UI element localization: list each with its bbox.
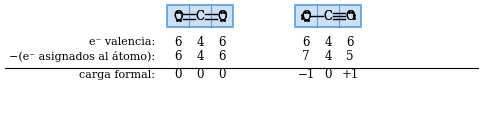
Text: carga formal:: carga formal: (79, 70, 155, 80)
Text: 6: 6 (346, 36, 354, 49)
Text: 6: 6 (174, 36, 182, 49)
Text: 4: 4 (196, 51, 204, 64)
Text: 7: 7 (302, 51, 310, 64)
Text: O: O (217, 10, 227, 23)
Text: 6: 6 (218, 51, 226, 64)
Bar (295, 5, 361, 27)
Text: O: O (301, 10, 311, 23)
Text: 0: 0 (174, 68, 182, 81)
Text: O: O (173, 10, 183, 23)
Text: e⁻ valencia:: e⁻ valencia: (89, 37, 155, 47)
Text: C: C (196, 10, 205, 23)
Text: 4: 4 (324, 36, 332, 49)
Text: 4: 4 (196, 36, 204, 49)
Text: O: O (345, 10, 355, 23)
Text: C: C (196, 10, 205, 23)
Bar (167, 5, 233, 27)
Text: O: O (301, 10, 311, 23)
Text: 4: 4 (324, 51, 332, 64)
Text: 6: 6 (302, 36, 310, 49)
Text: 5: 5 (346, 51, 354, 64)
Text: −(e⁻ asignados al átomo):: −(e⁻ asignados al átomo): (9, 51, 155, 62)
Text: C: C (323, 10, 333, 23)
Text: O: O (345, 10, 355, 23)
Text: C: C (323, 10, 333, 23)
Text: 0: 0 (324, 68, 332, 81)
Text: O: O (173, 10, 183, 23)
Text: 6: 6 (174, 51, 182, 64)
Text: O: O (217, 10, 227, 23)
Text: 6: 6 (218, 36, 226, 49)
Text: 0: 0 (218, 68, 226, 81)
Text: 0: 0 (196, 68, 204, 81)
Text: −1: −1 (297, 68, 315, 81)
Text: +1: +1 (341, 68, 359, 81)
